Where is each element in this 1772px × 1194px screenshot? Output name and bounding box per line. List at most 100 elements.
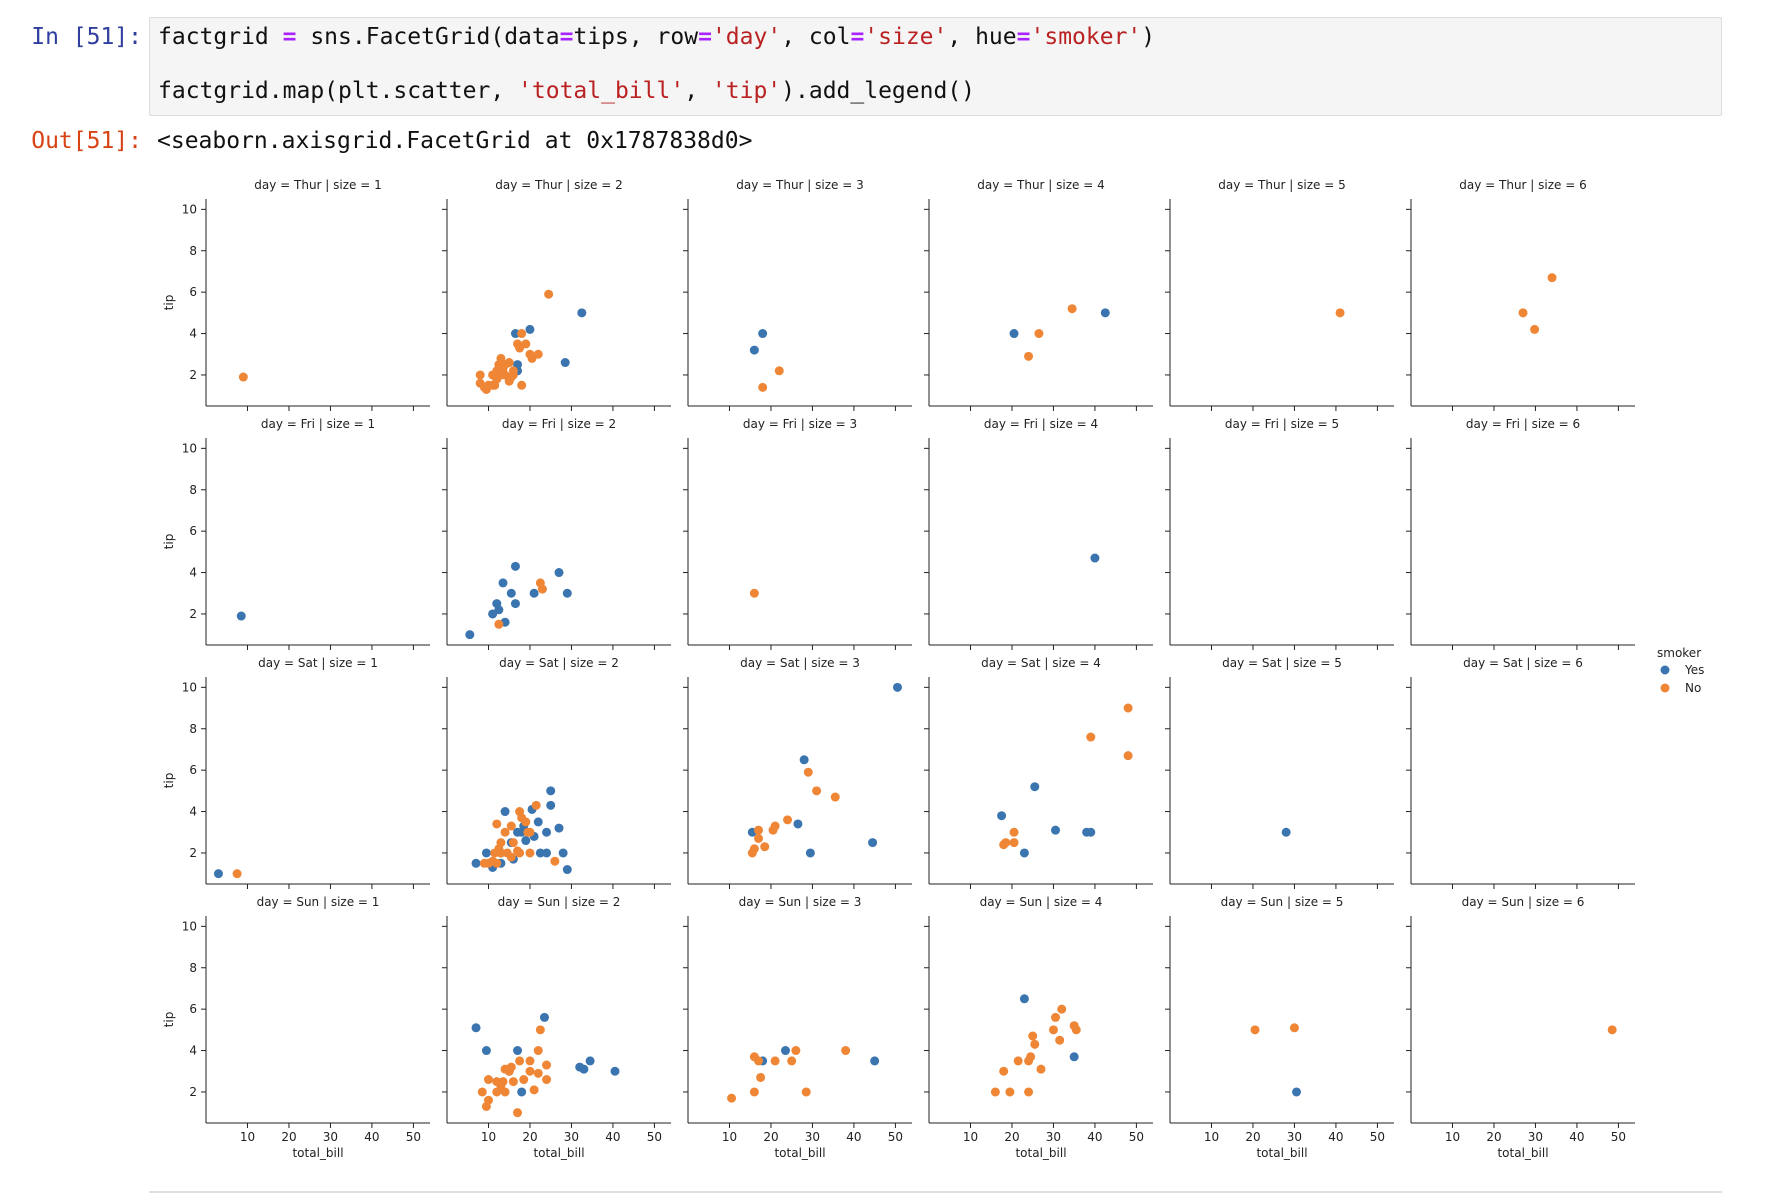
data-point-no (515, 343, 525, 353)
data-point-no (504, 358, 514, 368)
y-axis-label: tip (162, 534, 176, 550)
data-point-yes (1009, 329, 1019, 339)
x-tick-label: 30 (323, 1130, 338, 1144)
panel-title: day = Sat | size = 6 (1463, 656, 1583, 670)
data-point-no (517, 380, 527, 390)
code-token: , hue (947, 24, 1017, 50)
data-point-no (525, 1066, 535, 1076)
data-point-no (488, 370, 498, 380)
data-point-no (1024, 1056, 1034, 1066)
facet-panel: day = Sat | size = 6 (1406, 656, 1635, 889)
code-token: ) (1141, 24, 1156, 50)
data-point-no (550, 856, 560, 866)
x-tick-label: 10 (1204, 1130, 1219, 1144)
code-token: factgrid (158, 24, 283, 50)
data-point-yes (510, 599, 520, 609)
data-point-no (1071, 1025, 1081, 1035)
data-point-no (492, 819, 502, 829)
data-point-yes (1086, 827, 1096, 837)
data-point-yes (805, 848, 815, 858)
facet-panel: day = Sun | size = 1 2 4 6 8 10 10 20 30 40 50 tip t… (162, 895, 430, 1160)
facet-panel: day = Thur | size = 2 (442, 178, 671, 411)
code-token: = (1016, 24, 1031, 50)
data-point-yes (1019, 994, 1029, 1004)
data-point-yes (510, 561, 520, 571)
x-tick-label: 10 (963, 1130, 978, 1144)
legend-marker (1660, 665, 1670, 675)
y-axis-label: tip (162, 1012, 176, 1028)
data-point-no (1530, 324, 1540, 334)
data-point-no (727, 1093, 737, 1103)
facet-panel: day = Sun | size = 6 10 20 30 40 50 total_bill (1406, 895, 1635, 1160)
data-point-no (756, 1072, 766, 1082)
data-point-no (508, 1077, 518, 1087)
data-point-yes (213, 869, 223, 879)
code-token: factgrid.map(plt.scatter, (158, 78, 519, 104)
data-point-no (754, 825, 764, 835)
panel-title: day = Fri | size = 2 (502, 417, 616, 431)
data-point-no (494, 619, 504, 629)
y-tick-label: 6 (189, 1002, 197, 1016)
data-point-yes (517, 1087, 527, 1097)
data-point-yes (498, 578, 508, 588)
code-token: , col (781, 24, 851, 50)
code-line-2[interactable]: factgrid.map(plt.scatter, 'total_bill', … (158, 78, 975, 104)
facet-panel: day = Sat | size = 5 (1165, 656, 1394, 889)
x-tick-label: 10 (240, 1130, 255, 1144)
data-point-no (533, 1068, 543, 1078)
data-point-no (768, 825, 778, 835)
data-point-no (238, 372, 248, 382)
data-point-no (841, 1046, 851, 1056)
y-axis-label: tip (162, 773, 176, 789)
x-axis-label: total_bill (1256, 1146, 1307, 1160)
data-point-no (1123, 751, 1133, 761)
code-cell[interactable]: factgrid = sns.FacetGrid(data=tips, row=… (149, 17, 1722, 116)
code-token: 'tip' (711, 78, 782, 104)
panel-title: day = Sat | size = 1 (258, 656, 378, 670)
data-point-yes (1030, 782, 1040, 792)
x-axis-label: total_bill (292, 1146, 343, 1160)
data-point-no (770, 1056, 780, 1066)
x-tick-label: 30 (564, 1130, 579, 1144)
data-point-no (1009, 838, 1019, 848)
code-token: sns.FacetGrid(data (296, 24, 560, 50)
data-point-no (496, 848, 506, 858)
data-point-no (754, 1056, 764, 1066)
panel-title: day = Sat | size = 3 (740, 656, 860, 670)
facet-panel: day = Sat | size = 3 (683, 656, 912, 889)
x-tick-label: 50 (1370, 1130, 1385, 1144)
panel-title: day = Thur | size = 6 (1459, 178, 1587, 192)
data-point-no (542, 1075, 552, 1085)
data-point-no (1028, 1031, 1038, 1041)
data-point-yes (558, 848, 568, 858)
x-tick-label: 50 (888, 1130, 903, 1144)
data-point-no (774, 366, 784, 376)
data-point-no (1547, 273, 1557, 283)
data-point-no (999, 1066, 1009, 1076)
output-text: <seaborn.axisgrid.FacetGrid at 0x1787838… (157, 128, 753, 154)
panel-title: day = Sat | size = 4 (981, 656, 1101, 670)
data-point-yes (513, 1046, 523, 1056)
x-tick-label: 50 (406, 1130, 421, 1144)
data-point-yes (542, 827, 552, 837)
data-point-yes (579, 1064, 589, 1074)
facet-panel: day = Thur | size = 5 (1165, 178, 1394, 411)
panel-title: day = Sat | size = 2 (499, 656, 619, 670)
x-axis-label: total_bill (533, 1146, 584, 1160)
facet-panel: day = Sun | size = 2 10 20 30 40 50 total_bill (442, 895, 671, 1160)
data-point-no (500, 1087, 510, 1097)
panel-title: day = Thur | size = 3 (736, 178, 864, 192)
data-point-yes (535, 848, 545, 858)
data-point-yes (236, 611, 246, 621)
y-tick-label: 6 (189, 524, 197, 538)
panel-title: day = Thur | size = 4 (977, 178, 1105, 192)
code-line-1[interactable]: factgrid = sns.FacetGrid(data=tips, row=… (158, 24, 1155, 50)
data-point-yes (506, 588, 516, 598)
y-tick-label: 2 (189, 1085, 197, 1099)
data-point-yes (471, 858, 481, 868)
panel-title: day = Thur | size = 5 (1218, 178, 1346, 192)
y-tick-label: 2 (189, 607, 197, 621)
y-tick-label: 8 (189, 483, 197, 497)
data-point-yes (554, 823, 564, 833)
data-point-yes (481, 1046, 491, 1056)
